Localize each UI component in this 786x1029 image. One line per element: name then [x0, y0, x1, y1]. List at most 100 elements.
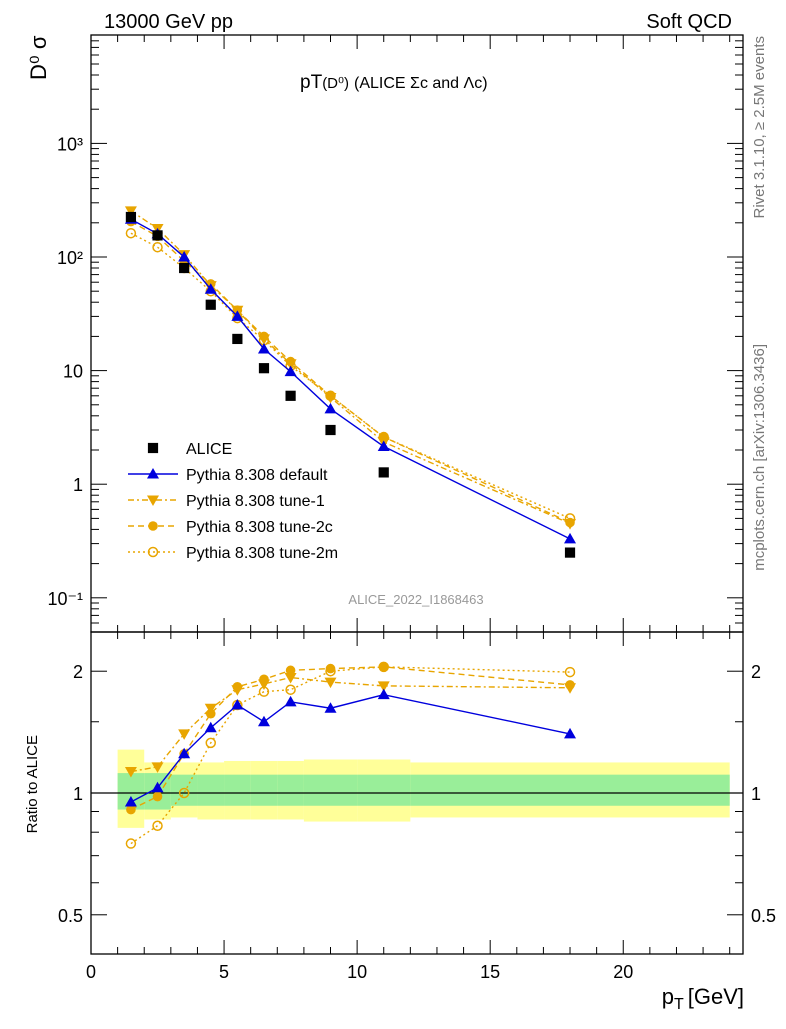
series-line-ratio [130, 666, 571, 811]
series-point-ratio [178, 729, 191, 740]
series-point-ratio [564, 683, 577, 694]
series-line-ratio [130, 676, 571, 773]
y-tick-label-bottom-right: 2 [751, 662, 761, 682]
legend-marker-data [147, 442, 159, 454]
y-tick-label-top: 10⁻¹ [47, 589, 83, 609]
series-point-ratio [125, 838, 137, 849]
series-point-top [324, 402, 337, 414]
series-point-top [152, 241, 163, 253]
legend-label: Pythia 8.308 default [186, 467, 328, 484]
ylabel-top: D⁰ σ [26, 35, 51, 80]
series-point-ratio [284, 695, 297, 707]
legend-marker [147, 468, 159, 479]
series-point-ratio [285, 665, 296, 676]
series-point-ratio [231, 699, 244, 710]
y-tick-label-bottom-right: 0.5 [751, 906, 776, 926]
rivet-label: Rivet 3.1.10, ≥ 2.5M events [751, 36, 768, 219]
legend-label-data: ALICE [186, 441, 232, 458]
series-point-ratio [324, 677, 337, 689]
series-point-top [284, 359, 297, 370]
series-line-top [130, 218, 571, 540]
plot-title-sub: (D⁰) [322, 75, 349, 92]
series-point-ratio [126, 804, 136, 815]
series-point-top [257, 334, 270, 345]
band-inner [170, 774, 198, 806]
series-point-ratio [124, 767, 137, 778]
analysis-id: ALICE_2022_I1868463 [348, 592, 483, 607]
top-panel-frame [90, 34, 744, 633]
x-tick-label: 20 [613, 962, 633, 982]
series-line-top [130, 210, 571, 525]
series-point-top [284, 365, 297, 377]
svg-text:D⁰ σ: D⁰ σ [26, 35, 51, 80]
y-tick-label-bottom: 2 [73, 662, 83, 682]
data-point [152, 230, 163, 241]
data-point [232, 333, 243, 345]
legend-label: Pythia 8.308 tune-2c [186, 519, 333, 536]
series-point-top [178, 251, 191, 262]
series-point-top [564, 519, 577, 530]
y-tick-label-top: 10² [57, 248, 83, 268]
series-point-ratio [231, 685, 244, 696]
series-point-top [124, 206, 137, 217]
series-point-ratio [377, 681, 390, 692]
series-point-ratio [564, 666, 576, 678]
band-inner [303, 774, 358, 806]
series-point-ratio [564, 727, 577, 739]
series-point-ratio [124, 796, 137, 807]
data-point [325, 424, 336, 436]
y-tick-label-bottom: 0.5 [58, 906, 83, 926]
series-point-ratio [205, 737, 217, 749]
series-point-top [257, 342, 270, 354]
series-point-ratio [257, 715, 270, 727]
xlabel-sub: T [674, 996, 684, 1013]
y-tick-label-top: 1 [73, 475, 83, 495]
series-point-ratio [257, 679, 270, 690]
series-point-ratio [377, 688, 390, 700]
legend-marker [147, 546, 159, 558]
legend-marker [147, 495, 159, 506]
series-point-ratio [178, 787, 190, 799]
plot-title: pT(D⁰) (ALICE Σc and Λc) [300, 72, 488, 93]
plot-title-main: pT [300, 72, 323, 93]
xlabel-p: p [662, 984, 674, 1009]
xlabel-unit: [GeV] [688, 984, 744, 1009]
ylabel-bottom: Ratio to ALICE [24, 735, 41, 833]
band-inner [250, 774, 278, 806]
series-point-ratio [204, 721, 217, 733]
legend-label: Pythia 8.308 tune-1 [186, 493, 325, 510]
plot-title-rest: (ALICE Σc and Λc) [354, 75, 488, 92]
data-point [378, 467, 389, 478]
band-inner [357, 774, 411, 806]
band-inner [277, 774, 304, 806]
series-point-top [231, 310, 244, 321]
y-tick-label-bottom-right: 1 [751, 784, 761, 804]
series-point-top [564, 532, 577, 544]
series-point-ratio [151, 762, 164, 773]
header-left: 13000 GeV pp [104, 11, 233, 33]
band-inner [224, 774, 251, 806]
x-tick-label: 15 [480, 962, 500, 982]
series-point-ratio [152, 820, 163, 831]
data-point [258, 363, 270, 374]
legend-label: Pythia 8.308 tune-2m [186, 545, 338, 562]
series-point-top [377, 440, 390, 451]
data-point [125, 211, 137, 223]
series-point-ratio [325, 663, 336, 674]
data-point [285, 390, 296, 401]
band-inner [197, 774, 225, 806]
series-point-ratio [378, 662, 389, 672]
mcplots-label: mcplots.cern.ch [arXiv:1306.3436] [751, 344, 768, 571]
y-tick-label-top: 10 [63, 362, 83, 382]
data-point [205, 299, 216, 310]
series-line-ratio [130, 693, 571, 803]
series-line-top [130, 232, 571, 520]
x-tick-label: 10 [347, 962, 367, 982]
band-inner [410, 774, 730, 806]
x-tick-label: 0 [86, 962, 96, 982]
series-point-ratio [284, 672, 297, 684]
series-point-top [125, 227, 137, 239]
y-tick-label-bottom: 1 [73, 784, 83, 804]
series-point-top [324, 392, 337, 404]
